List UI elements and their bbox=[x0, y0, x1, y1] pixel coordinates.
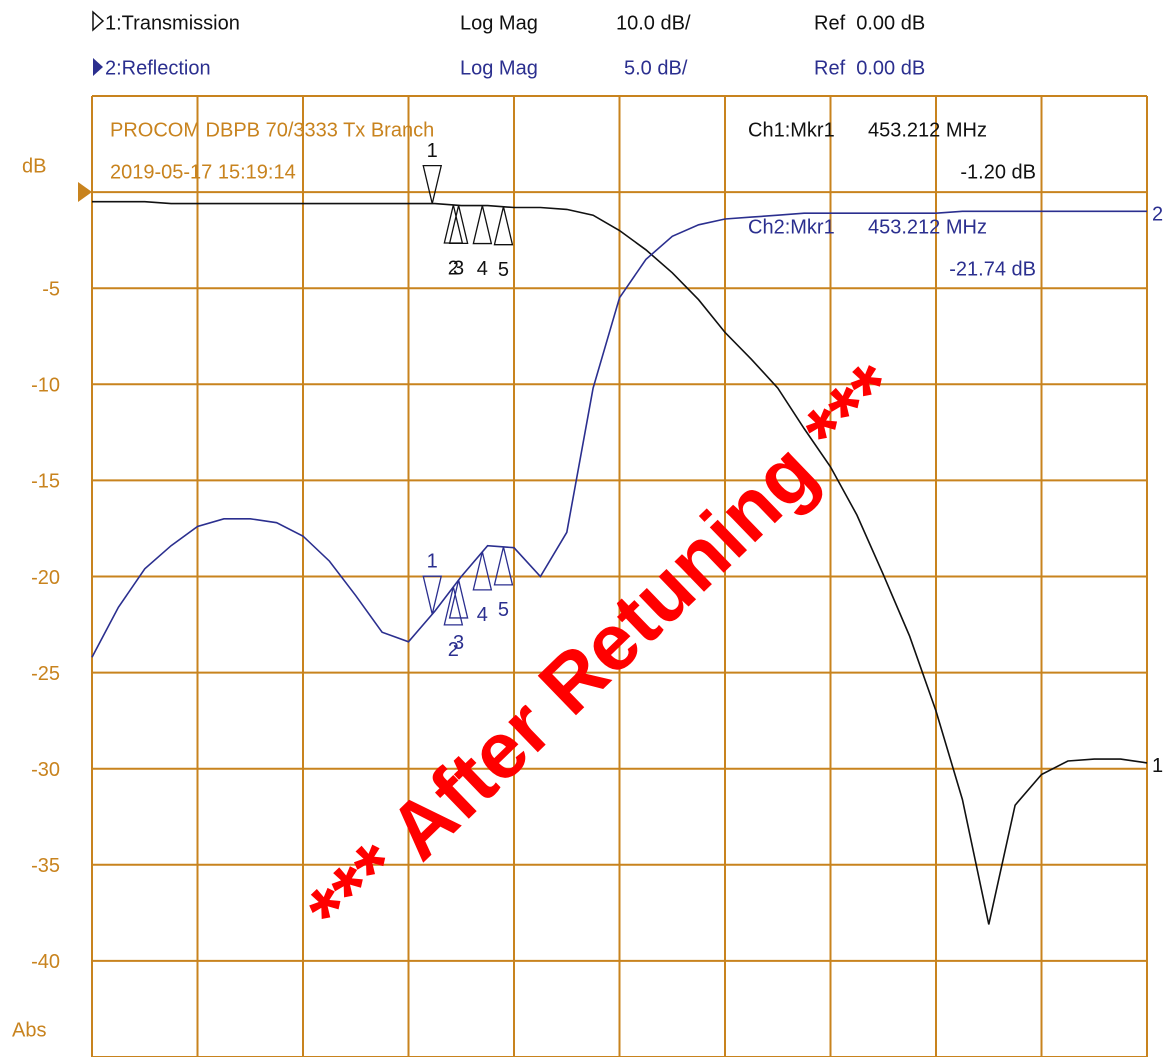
marker-label: 3 bbox=[453, 258, 464, 280]
y-tick-label: -10 bbox=[31, 375, 60, 397]
y-unit: dB bbox=[22, 155, 46, 177]
marker bbox=[448, 205, 469, 245]
y-tick-label: -15 bbox=[31, 471, 60, 493]
y-tick-label: -25 bbox=[31, 663, 60, 685]
trace bbox=[92, 200, 1148, 925]
y-tick-label: -30 bbox=[31, 759, 60, 781]
format: Log Mag bbox=[460, 57, 538, 79]
marker-label: 5 bbox=[498, 599, 509, 621]
marker-label: 5 bbox=[498, 259, 509, 281]
marker-freq: 453.212 MHz bbox=[868, 216, 987, 238]
marker-label: 1 bbox=[427, 140, 438, 162]
series-name: 2:Reflection bbox=[105, 57, 211, 79]
series-name: 1:Transmission bbox=[105, 12, 240, 34]
y-tick-label: -40 bbox=[31, 951, 60, 973]
marker-channel: Ch1:Mkr1 bbox=[748, 119, 835, 141]
reference-arrow bbox=[78, 182, 92, 202]
watermark: *** After Retuning *** bbox=[291, 346, 917, 955]
marker-value: -1.20 dB bbox=[960, 161, 1036, 183]
marker-value: -21.74 dB bbox=[949, 258, 1036, 280]
y-tick-label: -5 bbox=[42, 278, 60, 300]
trace bbox=[91, 210, 1147, 658]
ref: Ref 0.00 dB bbox=[814, 12, 925, 34]
marker bbox=[472, 551, 493, 591]
scale: 10.0 dB/ bbox=[616, 12, 691, 34]
trace-label: 1 bbox=[1152, 755, 1163, 777]
y-tick-label: -35 bbox=[31, 855, 60, 877]
marker bbox=[472, 205, 493, 245]
scale: 5.0 dB/ bbox=[624, 57, 688, 79]
header: 1:Transmission Log Mag 10.0 dB/ Ref 0.00… bbox=[92, 10, 925, 79]
ref: Ref 0.00 dB bbox=[814, 57, 925, 79]
marker bbox=[422, 164, 443, 204]
marker-label: 1 bbox=[427, 550, 438, 572]
marker-label: 3 bbox=[453, 632, 464, 654]
timestamp: 2019-05-17 15:19:14 bbox=[110, 161, 296, 183]
marker-label: 4 bbox=[477, 604, 488, 626]
marker bbox=[422, 575, 443, 615]
marker bbox=[493, 206, 514, 246]
y-footer: Abs bbox=[12, 1019, 46, 1041]
marker-label: 2 bbox=[448, 639, 459, 661]
marker-freq: 453.212 MHz bbox=[868, 119, 987, 141]
trace-label: 2 bbox=[1152, 204, 1163, 226]
format: Log Mag bbox=[460, 12, 538, 34]
marker bbox=[448, 579, 469, 619]
y-tick-label: -20 bbox=[31, 567, 60, 589]
marker-label: 2 bbox=[448, 257, 459, 279]
chart-title: PROCOM DBPB 70/3333 Tx Branch bbox=[110, 119, 434, 141]
marker bbox=[443, 586, 464, 626]
channel-indicator-active bbox=[93, 58, 103, 76]
channel-indicator bbox=[92, 10, 105, 32]
marker-label: 4 bbox=[477, 258, 488, 280]
marker-channel: Ch2:Mkr1 bbox=[748, 216, 835, 238]
marker bbox=[493, 546, 514, 586]
